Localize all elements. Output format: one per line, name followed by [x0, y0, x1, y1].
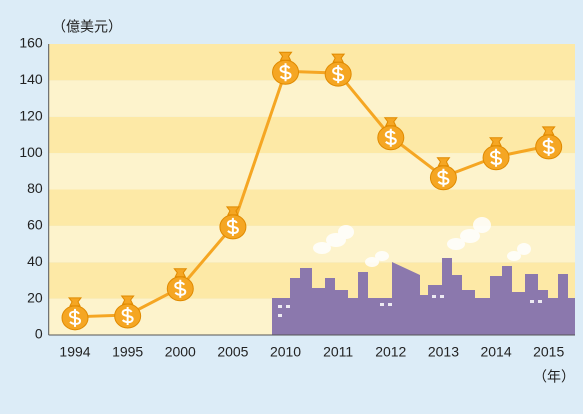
- bag-knot: [436, 157, 451, 167]
- x-tick-label: 2010: [270, 344, 301, 360]
- x-axis-label: （年）: [533, 369, 575, 385]
- money-bag-marker: [535, 126, 563, 160]
- dollar-sign: [121, 306, 134, 325]
- bag-knot: [383, 117, 398, 127]
- x-tick-label: 2013: [428, 344, 459, 360]
- factory-illustration: [272, 217, 575, 335]
- grid-band: [48, 116, 575, 154]
- y-tick-label: 140: [19, 71, 43, 87]
- plot: [61, 51, 563, 331]
- bag-knot: [225, 206, 240, 216]
- grid-band: [48, 80, 575, 117]
- money-bag-marker: [114, 295, 142, 329]
- money-bag-marker: [61, 297, 89, 331]
- dollar-sign: [384, 128, 397, 147]
- y-tick-label: 120: [19, 107, 43, 123]
- bag-knot: [331, 53, 346, 63]
- money-bag-marker: [324, 53, 352, 87]
- money-bag-marker: [429, 157, 457, 191]
- y-tick-label: 0: [35, 326, 43, 342]
- y-tick-label: 60: [27, 217, 43, 233]
- x-tick-label: 2015: [533, 344, 564, 360]
- grid-band: [48, 44, 575, 81]
- grid-band: [48, 225, 575, 263]
- bag-knot: [68, 297, 83, 307]
- data-line: [74, 69, 549, 319]
- bag-knot: [541, 126, 556, 136]
- money-bag-marker: [219, 206, 247, 240]
- x-tick-label: 1995: [112, 344, 143, 360]
- bag-knot: [278, 51, 293, 61]
- x-tick-label: 2014: [480, 344, 511, 360]
- y-tick-label: 160: [19, 35, 43, 51]
- y-tick-label: 40: [27, 253, 43, 269]
- x-tick-label: 1994: [59, 344, 90, 360]
- x-tick-label: 2012: [375, 344, 406, 360]
- dollar-sign: [437, 168, 450, 187]
- x-tick-label: 2011: [323, 344, 353, 360]
- dollar-sign: [174, 279, 187, 298]
- y-tick-label: 100: [19, 144, 43, 160]
- dollar-sign: [490, 148, 503, 167]
- dollar-sign: [279, 63, 292, 82]
- money-bag-marker: [377, 117, 405, 151]
- y-tick-label: 20: [27, 289, 43, 305]
- bag-knot: [120, 295, 135, 305]
- dollar-sign: [69, 308, 82, 327]
- x-tick-label: 2005: [217, 344, 248, 360]
- bag-knot: [489, 137, 504, 147]
- dollar-sign: [542, 137, 555, 156]
- money-bag-marker: [482, 137, 510, 171]
- grid-band: [48, 189, 575, 226]
- bag-knot: [173, 268, 188, 278]
- dollar-sign: [226, 217, 239, 236]
- money-bag-marker: [272, 51, 300, 85]
- dollar-sign: [332, 65, 345, 84]
- x-tick-label: 2000: [165, 344, 196, 360]
- y-axis-label: （億美元）: [52, 19, 122, 35]
- y-tick-label: 80: [27, 180, 43, 196]
- money-bag-marker: [166, 268, 194, 302]
